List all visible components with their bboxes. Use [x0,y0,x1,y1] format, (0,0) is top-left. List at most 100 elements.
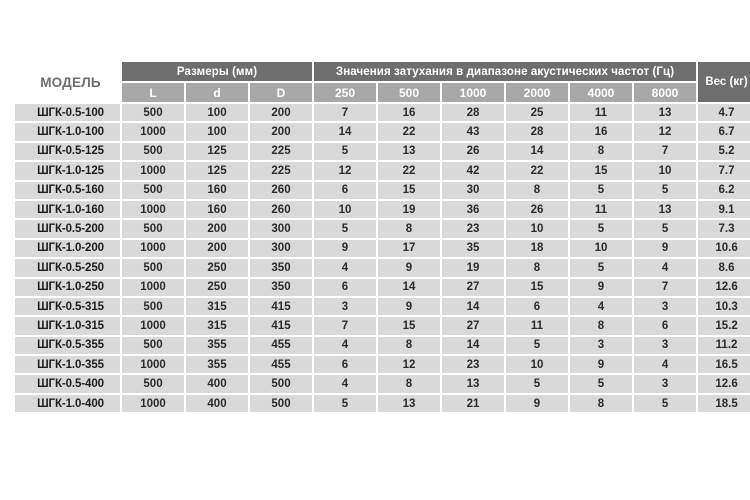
cell-l: 1000 [122,200,184,219]
cell-f4000: 4 [570,297,632,316]
cell-dd: 260 [250,200,312,219]
cell-f8000: 3 [634,297,697,316]
cell-d: 125 [186,142,248,161]
cell-dd: 500 [250,394,312,413]
cell-model: ШГК-1.0-250 [15,278,120,296]
cell-f1000: 27 [442,317,504,335]
cell-f1000: 21 [442,394,504,413]
cell-l: 1000 [122,317,184,335]
cell-dd: 500 [250,375,312,393]
cell-weight: 6.2 [698,181,750,199]
cell-model: ШГК-0.5-315 [15,297,120,316]
cell-l: 500 [122,181,184,199]
cell-f500: 15 [378,317,440,335]
cell-weight: 10.6 [698,239,750,258]
cell-f1000: 19 [442,259,504,277]
sub-header-d: d [186,83,248,102]
cell-f250: 3 [314,297,376,316]
cell-f500: 8 [378,336,440,355]
cell-f250: 7 [314,317,376,335]
cell-f2000: 8 [506,259,568,277]
cell-f8000: 6 [634,317,697,335]
cell-f250: 4 [314,336,376,355]
cell-f4000: 10 [570,239,632,258]
table-row: ШГК-1.0-160 1000 160 260 10 19 36 26 11 13 9.1 [15,200,750,219]
cell-d: 355 [186,336,248,355]
cell-l: 500 [122,336,184,355]
cell-d: 400 [186,394,248,413]
cell-l: 1000 [122,394,184,413]
cell-d: 315 [186,317,248,335]
cell-f4000: 5 [570,259,632,277]
cell-d: 250 [186,259,248,277]
cell-model: ШГК-0.5-100 [15,104,120,122]
cell-weight: 6.7 [698,123,750,141]
cell-f8000: 13 [634,200,697,219]
table-row: ШГК-1.0-200 1000 200 300 9 17 35 18 10 9 10.6 [15,239,750,258]
cell-weight: 12.6 [698,278,750,296]
cell-f8000: 7 [634,278,697,296]
cell-f500: 8 [378,375,440,393]
table-head: МОДЕЛЬ Размеры (мм) Значения затухания в… [15,62,750,102]
cell-d: 160 [186,181,248,199]
cell-f2000: 26 [506,200,568,219]
cell-f250: 7 [314,104,376,122]
cell-dd: 200 [250,123,312,141]
cell-weight: 18.5 [698,394,750,413]
cell-f500: 9 [378,259,440,277]
table-row: ШГК-0.5-400 500 400 500 4 8 13 5 5 3 12.6 [15,375,750,393]
cell-d: 400 [186,375,248,393]
cell-dd: 225 [250,162,312,180]
table-row: ШГК-0.5-250 500 250 350 4 9 19 8 5 4 8.6 [15,259,750,277]
cell-d: 200 [186,220,248,238]
cell-model: ШГК-1.0-400 [15,394,120,413]
cell-dd: 415 [250,297,312,316]
cell-f1000: 43 [442,123,504,141]
cell-f2000: 8 [506,181,568,199]
cell-f4000: 11 [570,104,632,122]
table-row: ШГК-0.5-160 500 160 260 6 15 30 8 5 5 6.2 [15,181,750,199]
weight-column-header: Вес (кг) [698,62,750,102]
cell-f4000: 5 [570,375,632,393]
table-row: ШГК-0.5-125 500 125 225 5 13 26 14 8 7 5.2 [15,142,750,161]
cell-d: 200 [186,239,248,258]
cell-f250: 4 [314,259,376,277]
table-row: ШГК-1.0-250 1000 250 350 6 14 27 15 9 7 12.6 [15,278,750,296]
cell-l: 500 [122,220,184,238]
sub-header-8000: 8000 [634,83,697,102]
cell-f2000: 5 [506,375,568,393]
cell-dd: 300 [250,220,312,238]
cell-f250: 9 [314,239,376,258]
model-column-header: МОДЕЛЬ [15,62,120,102]
cell-l: 500 [122,297,184,316]
cell-f1000: 42 [442,162,504,180]
cell-model: ШГК-0.5-250 [15,259,120,277]
cell-f1000: 28 [442,104,504,122]
table-row: ШГК-0.5-355 500 355 455 4 8 14 5 3 3 11.2 [15,336,750,355]
sub-header-row: L d D 250 500 1000 2000 4000 8000 [15,83,750,102]
cell-f250: 6 [314,356,376,374]
cell-dd: 350 [250,259,312,277]
cell-f250: 6 [314,181,376,199]
cell-f4000: 5 [570,220,632,238]
cell-f500: 9 [378,297,440,316]
cell-f2000: 10 [506,356,568,374]
cell-weight: 12.6 [698,375,750,393]
cell-f250: 12 [314,162,376,180]
cell-f1000: 14 [442,297,504,316]
cell-f250: 4 [314,375,376,393]
table-body: ШГК-0.5-100 500 100 200 7 16 28 25 11 13 4.7 ШГК-1.… [15,104,750,413]
cell-d: 315 [186,297,248,316]
cell-f500: 15 [378,181,440,199]
cell-weight: 7.3 [698,220,750,238]
cell-weight: 11.2 [698,336,750,355]
cell-f500: 12 [378,356,440,374]
cell-f500: 19 [378,200,440,219]
cell-d: 160 [186,200,248,219]
cell-dd: 415 [250,317,312,335]
cell-f4000: 5 [570,181,632,199]
cell-f500: 13 [378,142,440,161]
table-row: ШГК-1.0-315 1000 315 415 7 15 27 11 8 6 15.2 [15,317,750,335]
attenuation-group-header: Значения затухания в диапазоне акустичес… [314,62,697,81]
